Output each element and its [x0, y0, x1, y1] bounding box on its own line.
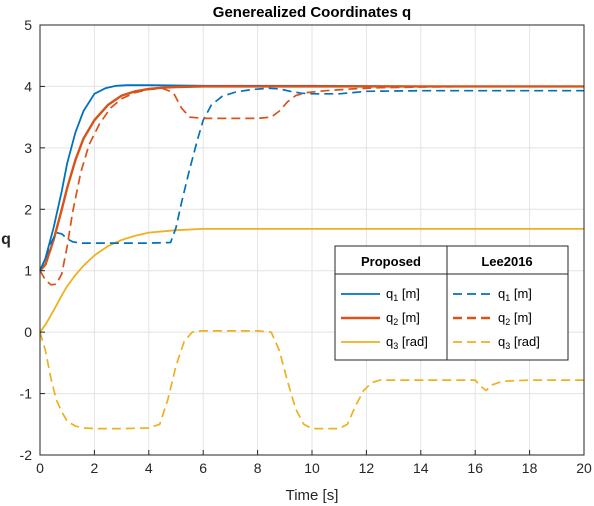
series-proposed-q2	[39, 85, 584, 272]
legend-label-proposed-q2: q2 [m]	[386, 310, 420, 327]
legend-label-base: q	[386, 310, 393, 325]
y-tick-label: 5	[24, 17, 32, 33]
x-tick-label: 20	[576, 460, 592, 476]
legend-label-unit: [m]	[510, 310, 532, 325]
series-proposed-q3	[39, 227, 584, 333]
series-lee2016-q2	[39, 85, 584, 286]
legend-box	[334, 245, 569, 361]
y-tick-label: 4	[24, 78, 32, 94]
y-tick-label: -2	[20, 447, 33, 463]
legend-label-sub: 1	[393, 293, 398, 303]
legend-header-proposed: Proposed	[361, 254, 421, 269]
x-tick-label: 18	[522, 460, 538, 476]
x-tick-label: 14	[413, 460, 429, 476]
legend-label-lee2016-q3: q3 [rad]	[498, 334, 540, 351]
legend-label-base: q	[498, 334, 505, 349]
legend-label-proposed-q1: q1 [m]	[386, 286, 420, 303]
legend-label-lee2016-q2: q2 [m]	[498, 310, 532, 327]
series-layer	[39, 84, 584, 430]
legend-label-sub: 3	[393, 341, 398, 351]
legend-label-unit: [m]	[398, 286, 420, 301]
legend-label-base: q	[386, 286, 393, 301]
y-tick-label: 1	[24, 263, 32, 279]
series-lee2016-q1	[39, 87, 584, 272]
legend-rows: q1 [m] q1 [m]q2 [m] q2 [m]q3 [rad] q3 [rad]	[341, 286, 540, 351]
legend-label-unit: [m]	[510, 286, 532, 301]
legend-header-lee2016: Lee2016	[481, 254, 532, 269]
y-axis-label: q	[1, 231, 11, 248]
legend-label-proposed-q3: q3 [rad]	[386, 334, 428, 351]
x-tick-label: 4	[145, 460, 153, 476]
legend-label-base: q	[498, 310, 505, 325]
y-tick-label: 2	[24, 201, 32, 217]
y-tick-label: 0	[24, 324, 32, 340]
legend-label-base: q	[386, 334, 393, 349]
legend-label-unit: [rad]	[510, 334, 540, 349]
x-tick-label: 2	[91, 460, 99, 476]
x-tick-label: 10	[304, 460, 320, 476]
legend-label-sub: 1	[505, 293, 510, 303]
x-tick-label: 0	[36, 460, 44, 476]
legend-label-sub: 2	[393, 317, 398, 327]
y-tick-label: -1	[20, 386, 33, 402]
x-tick-label: 6	[199, 460, 207, 476]
legend-label-base: q	[498, 286, 505, 301]
series-lee2016-q3	[39, 330, 584, 430]
y-tick-label: 3	[24, 140, 32, 156]
x-tick-label: 8	[254, 460, 262, 476]
x-tick-label: 12	[359, 460, 375, 476]
chart-title: Generealized Coordinates q	[213, 4, 411, 21]
legend-label-sub: 3	[505, 341, 510, 351]
legend: Proposed Lee2016 q1 [m] q1 [m]q2 [m] q2 [m…	[334, 245, 569, 361]
x-tick-label: 16	[467, 460, 483, 476]
legend-label-sub: 2	[505, 317, 510, 327]
x-axis-label: Time [s]	[286, 487, 339, 504]
legend-label-unit: [m]	[398, 310, 420, 325]
legend-label-unit: [rad]	[398, 334, 428, 349]
legend-label-lee2016-q1: q1 [m]	[498, 286, 532, 303]
